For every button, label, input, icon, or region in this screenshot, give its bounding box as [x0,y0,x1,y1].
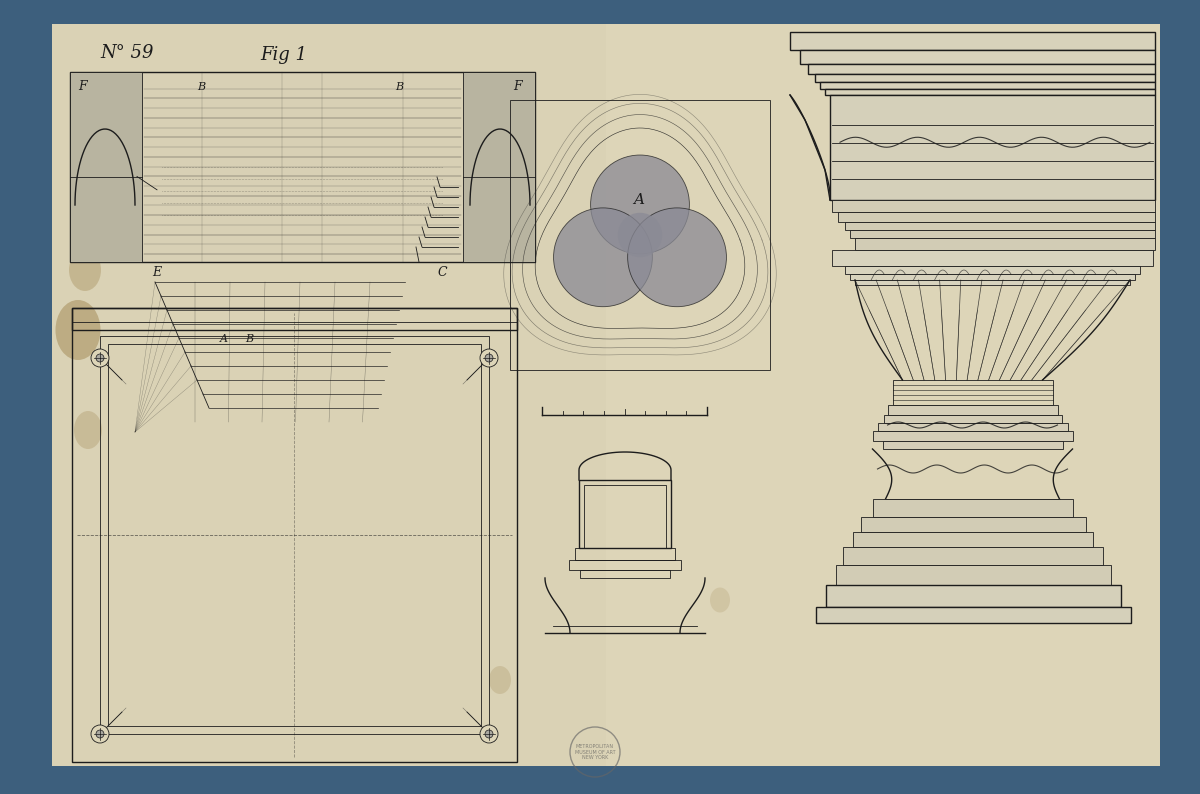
Bar [820,82,1154,89]
Ellipse shape [221,102,239,118]
Text: F: F [514,80,522,93]
Text: N° 59: N° 59 [100,44,154,62]
Text: E: E [152,266,161,279]
Bar [569,560,682,570]
Bar [852,532,1092,547]
Text: B: B [395,82,403,92]
Circle shape [96,354,104,362]
Bar [800,50,1154,64]
Bar [790,32,1154,50]
Circle shape [618,213,662,257]
Circle shape [628,208,726,306]
Bar [893,380,1052,405]
Text: F: F [78,80,86,93]
Bar [826,585,1121,607]
Bar [72,308,517,330]
Ellipse shape [70,249,101,291]
Bar [850,274,1135,280]
Circle shape [485,730,493,738]
Text: A: A [634,194,644,207]
Bar [808,64,1154,74]
Bar [883,415,1062,423]
Circle shape [480,725,498,743]
Bar [580,570,670,578]
Circle shape [91,725,109,743]
Bar [580,480,671,548]
Bar [882,441,1062,449]
Bar [815,74,1154,82]
Circle shape [485,354,493,362]
Bar [832,250,1153,266]
Bar [510,100,770,370]
Circle shape [96,730,104,738]
Bar [850,230,1154,238]
Bar [826,89,1154,95]
Text: Fig 1: Fig 1 [260,46,307,64]
Bar [575,548,674,560]
Ellipse shape [972,41,1008,69]
Bar [854,280,1130,285]
Bar [816,607,1130,623]
Bar [70,72,535,262]
Bar [872,431,1073,441]
Bar [830,95,1154,200]
Bar [584,485,666,548]
Circle shape [480,349,498,367]
Bar [842,547,1103,565]
Ellipse shape [55,300,101,360]
Ellipse shape [74,411,102,449]
Text: METROPOLITAN
MUSEUM OF ART
NEW YORK: METROPOLITAN MUSEUM OF ART NEW YORK [575,744,616,761]
Bar [872,499,1073,517]
Circle shape [553,208,653,306]
Bar [877,423,1068,431]
Bar [70,72,142,262]
Ellipse shape [710,588,730,612]
Bar [888,405,1057,415]
Bar [72,308,517,762]
Bar [854,238,1154,250]
Bar [845,266,1140,274]
Circle shape [590,155,689,254]
Bar [100,336,490,734]
Text: C: C [438,266,448,279]
Text: A: A [220,334,228,344]
Bar [835,565,1110,585]
Circle shape [91,349,109,367]
Bar [860,517,1086,532]
Bar [838,212,1154,222]
Bar [108,344,481,726]
Bar [832,200,1154,212]
Text: B: B [245,334,253,344]
Bar [845,222,1154,230]
Bar [52,24,606,766]
Bar [463,72,535,262]
Ellipse shape [490,666,511,694]
Text: B: B [197,82,205,92]
